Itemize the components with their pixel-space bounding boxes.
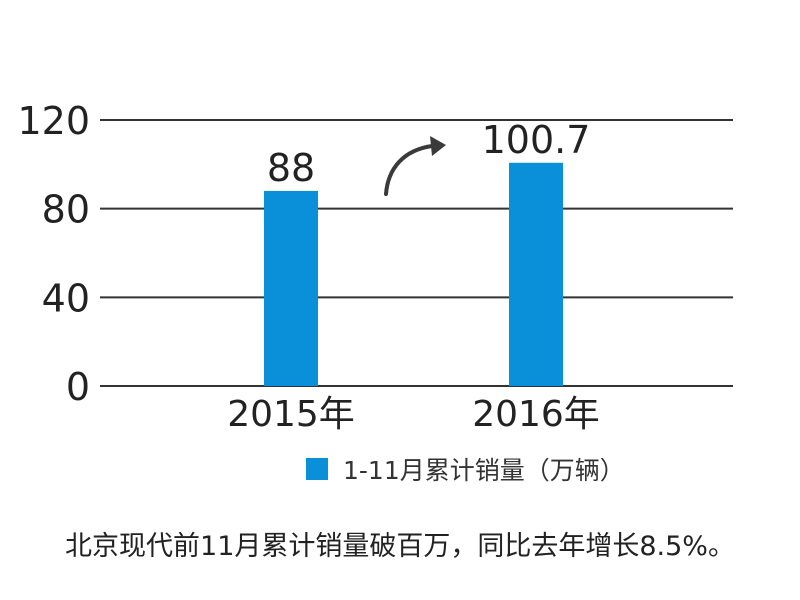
data-label: 100.7 xyxy=(482,118,591,162)
y-tick-label: 40 xyxy=(42,276,90,320)
gridlines xyxy=(100,119,733,387)
legend-swatch xyxy=(306,458,328,480)
legend: 1-11月累计销量（万辆） xyxy=(306,456,625,485)
data-label: 88 xyxy=(267,146,315,190)
bars xyxy=(264,162,563,386)
y-tick-label: 120 xyxy=(17,99,90,143)
curved-arrow-icon xyxy=(384,144,434,196)
data-labels: 88 100.7 xyxy=(267,118,591,190)
legend-label: 1-11月累计销量（万辆） xyxy=(343,456,625,485)
y-tick-label: 0 xyxy=(66,365,90,409)
caption: 北京现代前11月累计销量破百万，同比去年增长8.5%。 xyxy=(65,531,735,562)
arrow-head-icon xyxy=(430,136,446,156)
y-tick-label: 80 xyxy=(42,188,90,232)
x-category-label: 2016年 xyxy=(472,394,600,435)
y-axis-ticks: 0 40 80 120 xyxy=(17,99,90,409)
bar xyxy=(264,190,318,386)
x-category-label: 2015年 xyxy=(227,394,355,435)
x-axis-categories: 2015年 2016年 xyxy=(227,394,600,435)
bar xyxy=(509,162,563,386)
